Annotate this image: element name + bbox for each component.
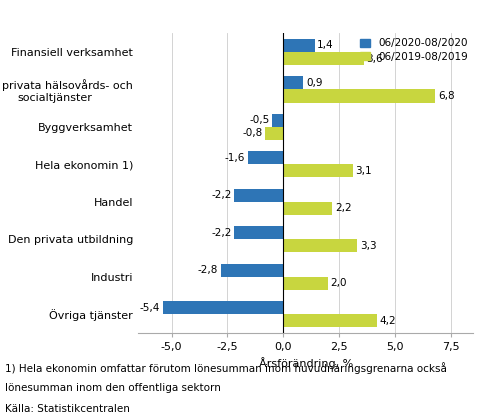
Bar [283,314,377,327]
Text: 6,8: 6,8 [438,91,455,101]
Legend: 06/2020-08/2020, 06/2019-08/2019: 06/2020-08/2020, 06/2019-08/2019 [359,39,468,62]
Bar [283,89,435,103]
Text: 4,2: 4,2 [380,316,396,326]
Bar [234,226,283,239]
Text: -0,8: -0,8 [243,129,263,139]
Bar [283,202,332,215]
Text: Källa: Statistikcentralen: Källa: Statistikcentralen [5,404,130,414]
Text: 3,1: 3,1 [355,166,372,176]
Text: 2,0: 2,0 [331,278,347,288]
Bar [247,151,283,164]
X-axis label: Årsförändring, %: Årsförändring, % [258,357,353,369]
Bar [234,189,283,202]
Text: lönesumman inom den offentliga sektorn: lönesumman inom den offentliga sektorn [5,383,221,393]
Text: 1) Hela ekonomin omfattar förutom lönesumman inom huvudnäringsgrenarna också: 1) Hela ekonomin omfattar förutom lönesu… [5,362,447,374]
Bar [283,277,328,290]
Bar [163,301,283,314]
Bar [283,39,315,52]
Bar [272,114,283,127]
Text: -2,2: -2,2 [211,190,231,200]
Text: -1,6: -1,6 [224,153,245,163]
Text: -0,5: -0,5 [249,115,270,125]
Text: 3,6: 3,6 [366,54,383,64]
Text: 1,4: 1,4 [317,40,334,50]
Text: -2,2: -2,2 [211,228,231,238]
Bar [283,77,303,89]
Bar [283,52,364,65]
Bar [283,164,352,178]
Text: -5,4: -5,4 [140,302,160,312]
Bar [221,264,283,277]
Text: -2,8: -2,8 [198,265,218,275]
Bar [265,127,283,140]
Bar [283,239,357,252]
Text: 2,2: 2,2 [335,203,352,213]
Text: 3,3: 3,3 [360,241,376,251]
Text: 0,9: 0,9 [306,78,322,88]
